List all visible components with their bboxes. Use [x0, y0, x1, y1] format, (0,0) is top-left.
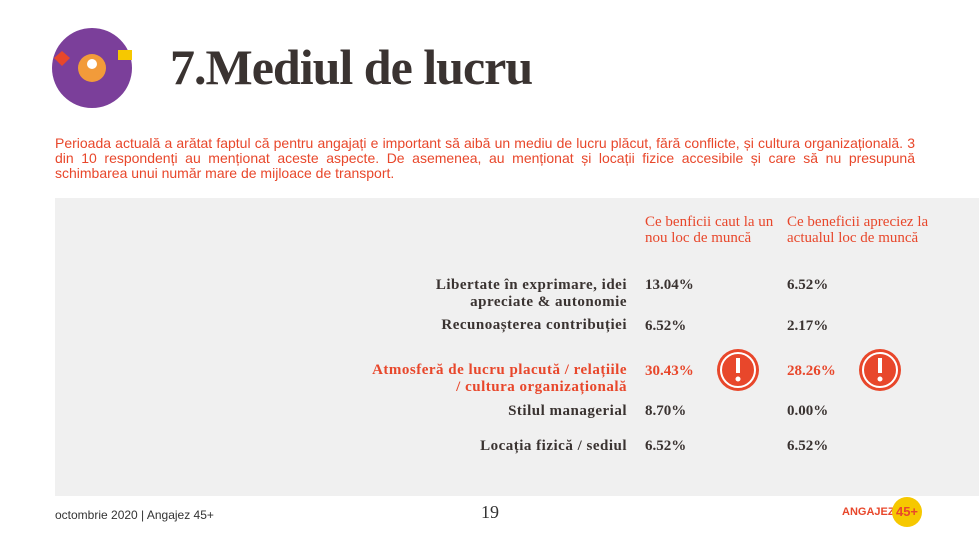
- row-value: 28.26%: [787, 363, 836, 379]
- alert-icon: [717, 349, 759, 391]
- row-value: 8.70%: [645, 403, 687, 419]
- row-value: 6.52%: [787, 277, 829, 293]
- row-value: 2.17%: [787, 318, 829, 334]
- row-value: 6.52%: [645, 438, 687, 454]
- logo-text: ANGAJEZ: [842, 506, 895, 518]
- row-label: Recunoașterea contribuției: [441, 317, 627, 333]
- header-icon-heart: [54, 51, 70, 66]
- header-icon-head: [87, 59, 97, 69]
- logo-badge: 45+: [892, 497, 922, 527]
- table-panel: [55, 198, 979, 496]
- page-number: 19: [481, 502, 499, 522]
- column-header: Ce beneficii apreciez la actualul loc de…: [787, 214, 929, 246]
- row-label: Stilul managerial: [508, 403, 627, 419]
- row-label: Atmosferă de lucru placută / relațiile /…: [372, 362, 627, 395]
- row-value: 6.52%: [787, 438, 829, 454]
- row-value: 6.52%: [645, 318, 687, 334]
- intro-text: Perioada actuală a arătat faptul că pent…: [55, 135, 915, 181]
- header-icon-note: [118, 50, 132, 60]
- title: 7.Mediul de lucru: [170, 39, 533, 95]
- column-header: Ce benficii caut la un nou loc de muncă: [645, 214, 774, 246]
- row-label: Libertate în exprimare, idei apreciate &…: [435, 277, 627, 310]
- row-value: 0.00%: [787, 403, 829, 419]
- row-value: 30.43%: [645, 363, 694, 379]
- row-value: 13.04%: [645, 277, 694, 293]
- alert-icon: [859, 349, 901, 391]
- footer-text: octombrie 2020 | Angajez 45+: [55, 508, 214, 522]
- row-label: Locația fizică / sediul: [480, 438, 627, 454]
